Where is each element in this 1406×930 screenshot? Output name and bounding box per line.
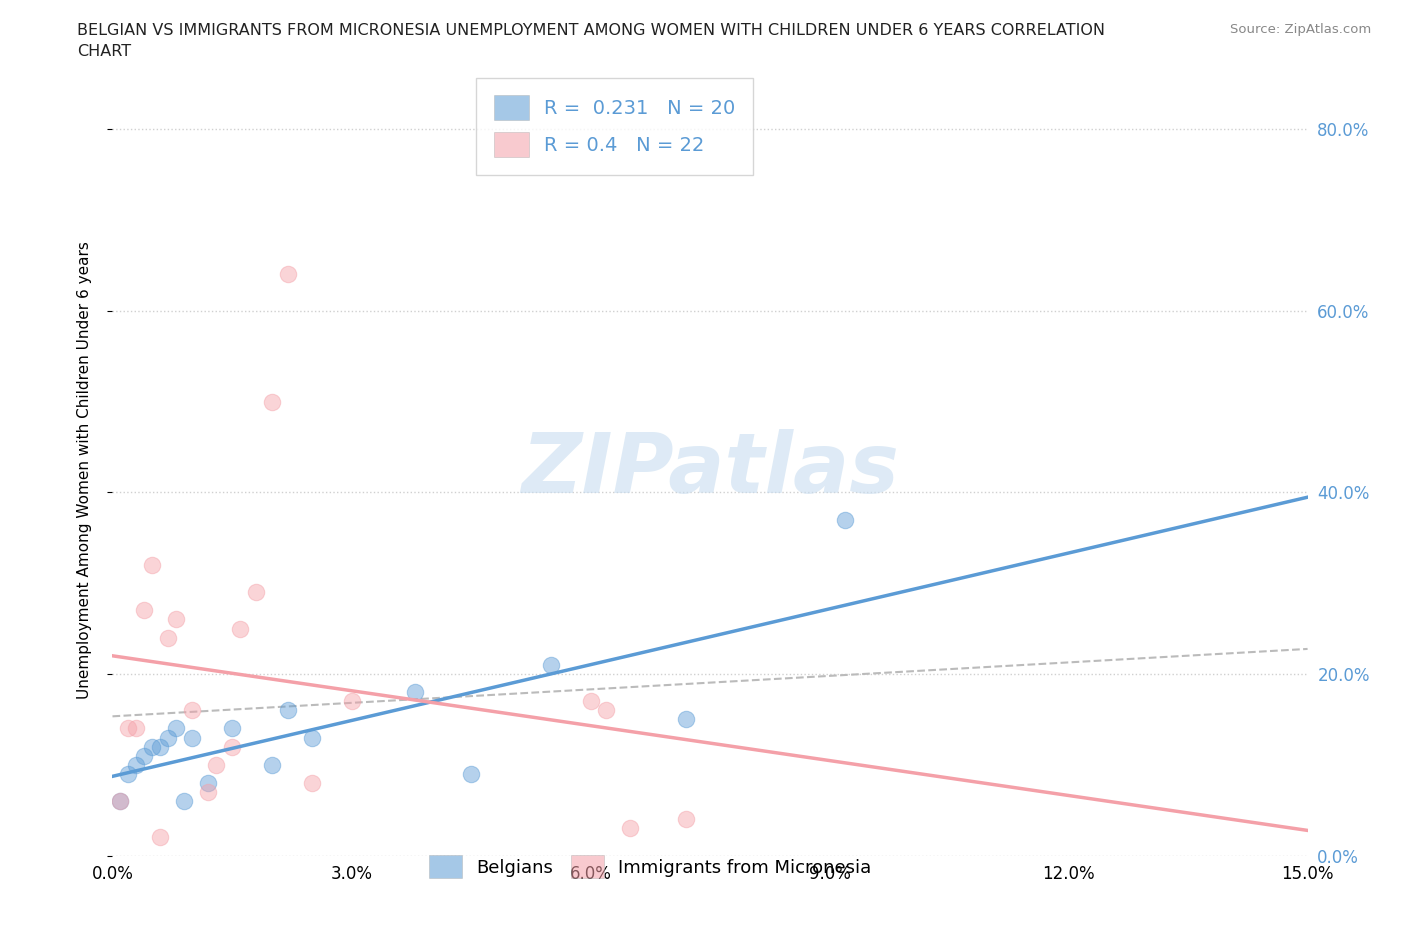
Point xyxy=(197,785,219,800)
Point xyxy=(141,558,163,573)
Point xyxy=(165,721,187,736)
Point xyxy=(134,603,156,618)
Point xyxy=(619,821,641,836)
Point xyxy=(834,512,856,527)
Point xyxy=(205,757,228,772)
Point xyxy=(340,694,363,709)
Point xyxy=(157,730,180,745)
Point xyxy=(675,712,697,727)
Point xyxy=(141,739,163,754)
Point xyxy=(157,631,180,645)
Point xyxy=(149,739,172,754)
Point xyxy=(134,749,156,764)
Point xyxy=(173,793,195,808)
Point xyxy=(301,730,323,745)
Point xyxy=(125,721,148,736)
Text: ZIPatlas: ZIPatlas xyxy=(522,429,898,511)
Point xyxy=(221,739,243,754)
Point xyxy=(595,703,617,718)
Point xyxy=(221,721,243,736)
Text: CHART: CHART xyxy=(77,44,131,59)
Y-axis label: Unemployment Among Women with Children Under 6 years: Unemployment Among Women with Children U… xyxy=(77,241,91,698)
Point xyxy=(540,658,562,672)
Point xyxy=(260,757,283,772)
Point xyxy=(117,766,139,781)
Point xyxy=(181,730,204,745)
Point xyxy=(460,766,482,781)
Legend: Belgians, Immigrants from Micronesia: Belgians, Immigrants from Micronesia xyxy=(415,841,886,893)
Point xyxy=(229,621,252,636)
Point xyxy=(110,793,132,808)
Point xyxy=(245,585,267,600)
Point xyxy=(181,703,204,718)
Point xyxy=(277,267,299,282)
Point xyxy=(675,812,697,827)
Point xyxy=(277,703,299,718)
Point xyxy=(149,830,172,844)
Point xyxy=(260,394,283,409)
Point xyxy=(197,776,219,790)
Point xyxy=(110,793,132,808)
Point xyxy=(404,684,426,699)
Text: BELGIAN VS IMMIGRANTS FROM MICRONESIA UNEMPLOYMENT AMONG WOMEN WITH CHILDREN UND: BELGIAN VS IMMIGRANTS FROM MICRONESIA UN… xyxy=(77,23,1105,38)
Point xyxy=(117,721,139,736)
Point xyxy=(125,757,148,772)
Point xyxy=(301,776,323,790)
Text: Source: ZipAtlas.com: Source: ZipAtlas.com xyxy=(1230,23,1371,36)
Point xyxy=(165,612,187,627)
Point xyxy=(579,694,602,709)
